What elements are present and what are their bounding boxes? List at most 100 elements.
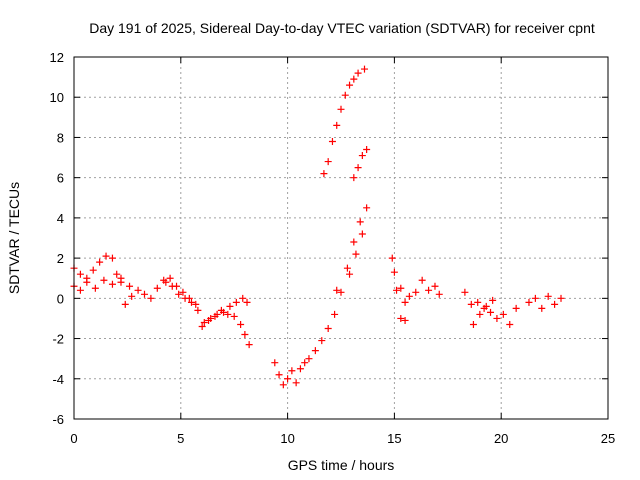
data-point (134, 286, 142, 294)
data-point (337, 288, 345, 296)
data-point (187, 298, 195, 306)
data-point (435, 290, 443, 298)
data-point (96, 258, 104, 266)
data-point (493, 314, 501, 322)
data-point (175, 290, 183, 298)
data-point (350, 75, 358, 83)
data-point (538, 304, 546, 312)
data-point (200, 318, 208, 326)
data-point (100, 276, 108, 284)
data-point (512, 304, 520, 312)
data-point (405, 292, 413, 300)
data-point (531, 294, 539, 302)
data-point (331, 310, 339, 318)
data-point (551, 300, 559, 308)
data-point (390, 268, 398, 276)
data-point (397, 284, 405, 292)
data-point (354, 69, 362, 77)
x-tick-label: 0 (70, 431, 77, 446)
data-point (108, 280, 116, 288)
y-tick-label: 12 (50, 50, 64, 65)
data-point (311, 347, 319, 355)
data-point (245, 341, 253, 349)
data-point (296, 365, 304, 373)
data-point (401, 298, 409, 306)
data-point (506, 320, 514, 328)
y-tick-label: 4 (57, 211, 64, 226)
data-point (461, 288, 469, 296)
data-point (397, 314, 405, 322)
y-tick-label: 0 (57, 291, 64, 306)
data-point (91, 284, 99, 292)
data-point (275, 371, 283, 379)
data-point (226, 302, 234, 310)
data-point (418, 276, 426, 284)
data-point (467, 300, 475, 308)
series-segment-m (461, 288, 520, 328)
data-layer (70, 65, 565, 389)
data-point (76, 286, 84, 294)
data-point (147, 294, 155, 302)
series-segment-c (121, 274, 200, 308)
data-point (237, 320, 245, 328)
data-point (153, 284, 161, 292)
data-point (474, 298, 482, 306)
data-point (358, 152, 366, 160)
series-segment-a (70, 252, 125, 286)
data-point (346, 270, 354, 278)
data-point (328, 137, 336, 145)
data-point (425, 286, 433, 294)
data-point (205, 316, 213, 324)
data-point (476, 310, 484, 318)
series-segment-e (198, 306, 253, 349)
series-segment-j (388, 254, 401, 294)
series-segment-g (333, 230, 366, 294)
series-segment-o (525, 292, 565, 312)
x-axis-label: GPS time / hours (288, 457, 395, 473)
data-point (168, 282, 176, 290)
y-tick-label: 2 (57, 251, 64, 266)
data-point (288, 367, 296, 375)
data-point (305, 355, 313, 363)
data-point (239, 294, 247, 302)
data-point (140, 290, 148, 298)
x-tick-label: 25 (601, 431, 615, 446)
data-point (126, 282, 134, 290)
y-axis-label: SDTVAR / TECUs (6, 182, 22, 294)
series-segment-l (397, 314, 409, 324)
x-tick-label: 15 (387, 431, 401, 446)
data-point (358, 230, 366, 238)
series-segment-h (320, 65, 368, 178)
data-point (162, 278, 170, 286)
tick-layer: 0 5 10 15 20 25 -6 -4 -2 0 2 4 6 8 10 12 (50, 50, 616, 446)
data-point (113, 270, 121, 278)
data-point (469, 320, 477, 328)
series-segment-k (397, 276, 443, 306)
chart-title: Day 191 of 2025, Sidereal Day-to-day VTE… (89, 20, 595, 36)
data-point (499, 310, 507, 318)
data-point (102, 252, 110, 260)
data-point (324, 158, 332, 166)
data-point (117, 274, 125, 282)
x-tick-label: 10 (280, 431, 294, 446)
data-point (76, 270, 84, 278)
data-point (166, 274, 174, 282)
data-point (284, 375, 292, 383)
data-point (121, 300, 129, 308)
data-point (318, 337, 326, 345)
data-point (341, 91, 349, 99)
y-tick-label: -4 (52, 372, 64, 387)
data-point (557, 294, 565, 302)
data-point (128, 292, 136, 300)
y-tick-label: 6 (57, 171, 64, 186)
data-point (89, 266, 97, 274)
data-point (363, 146, 371, 154)
data-point (271, 359, 279, 367)
data-point (198, 322, 206, 330)
data-point (482, 302, 490, 310)
series-segment-n (469, 296, 497, 328)
data-point (217, 306, 225, 314)
data-point (192, 300, 200, 308)
data-point (230, 312, 238, 320)
